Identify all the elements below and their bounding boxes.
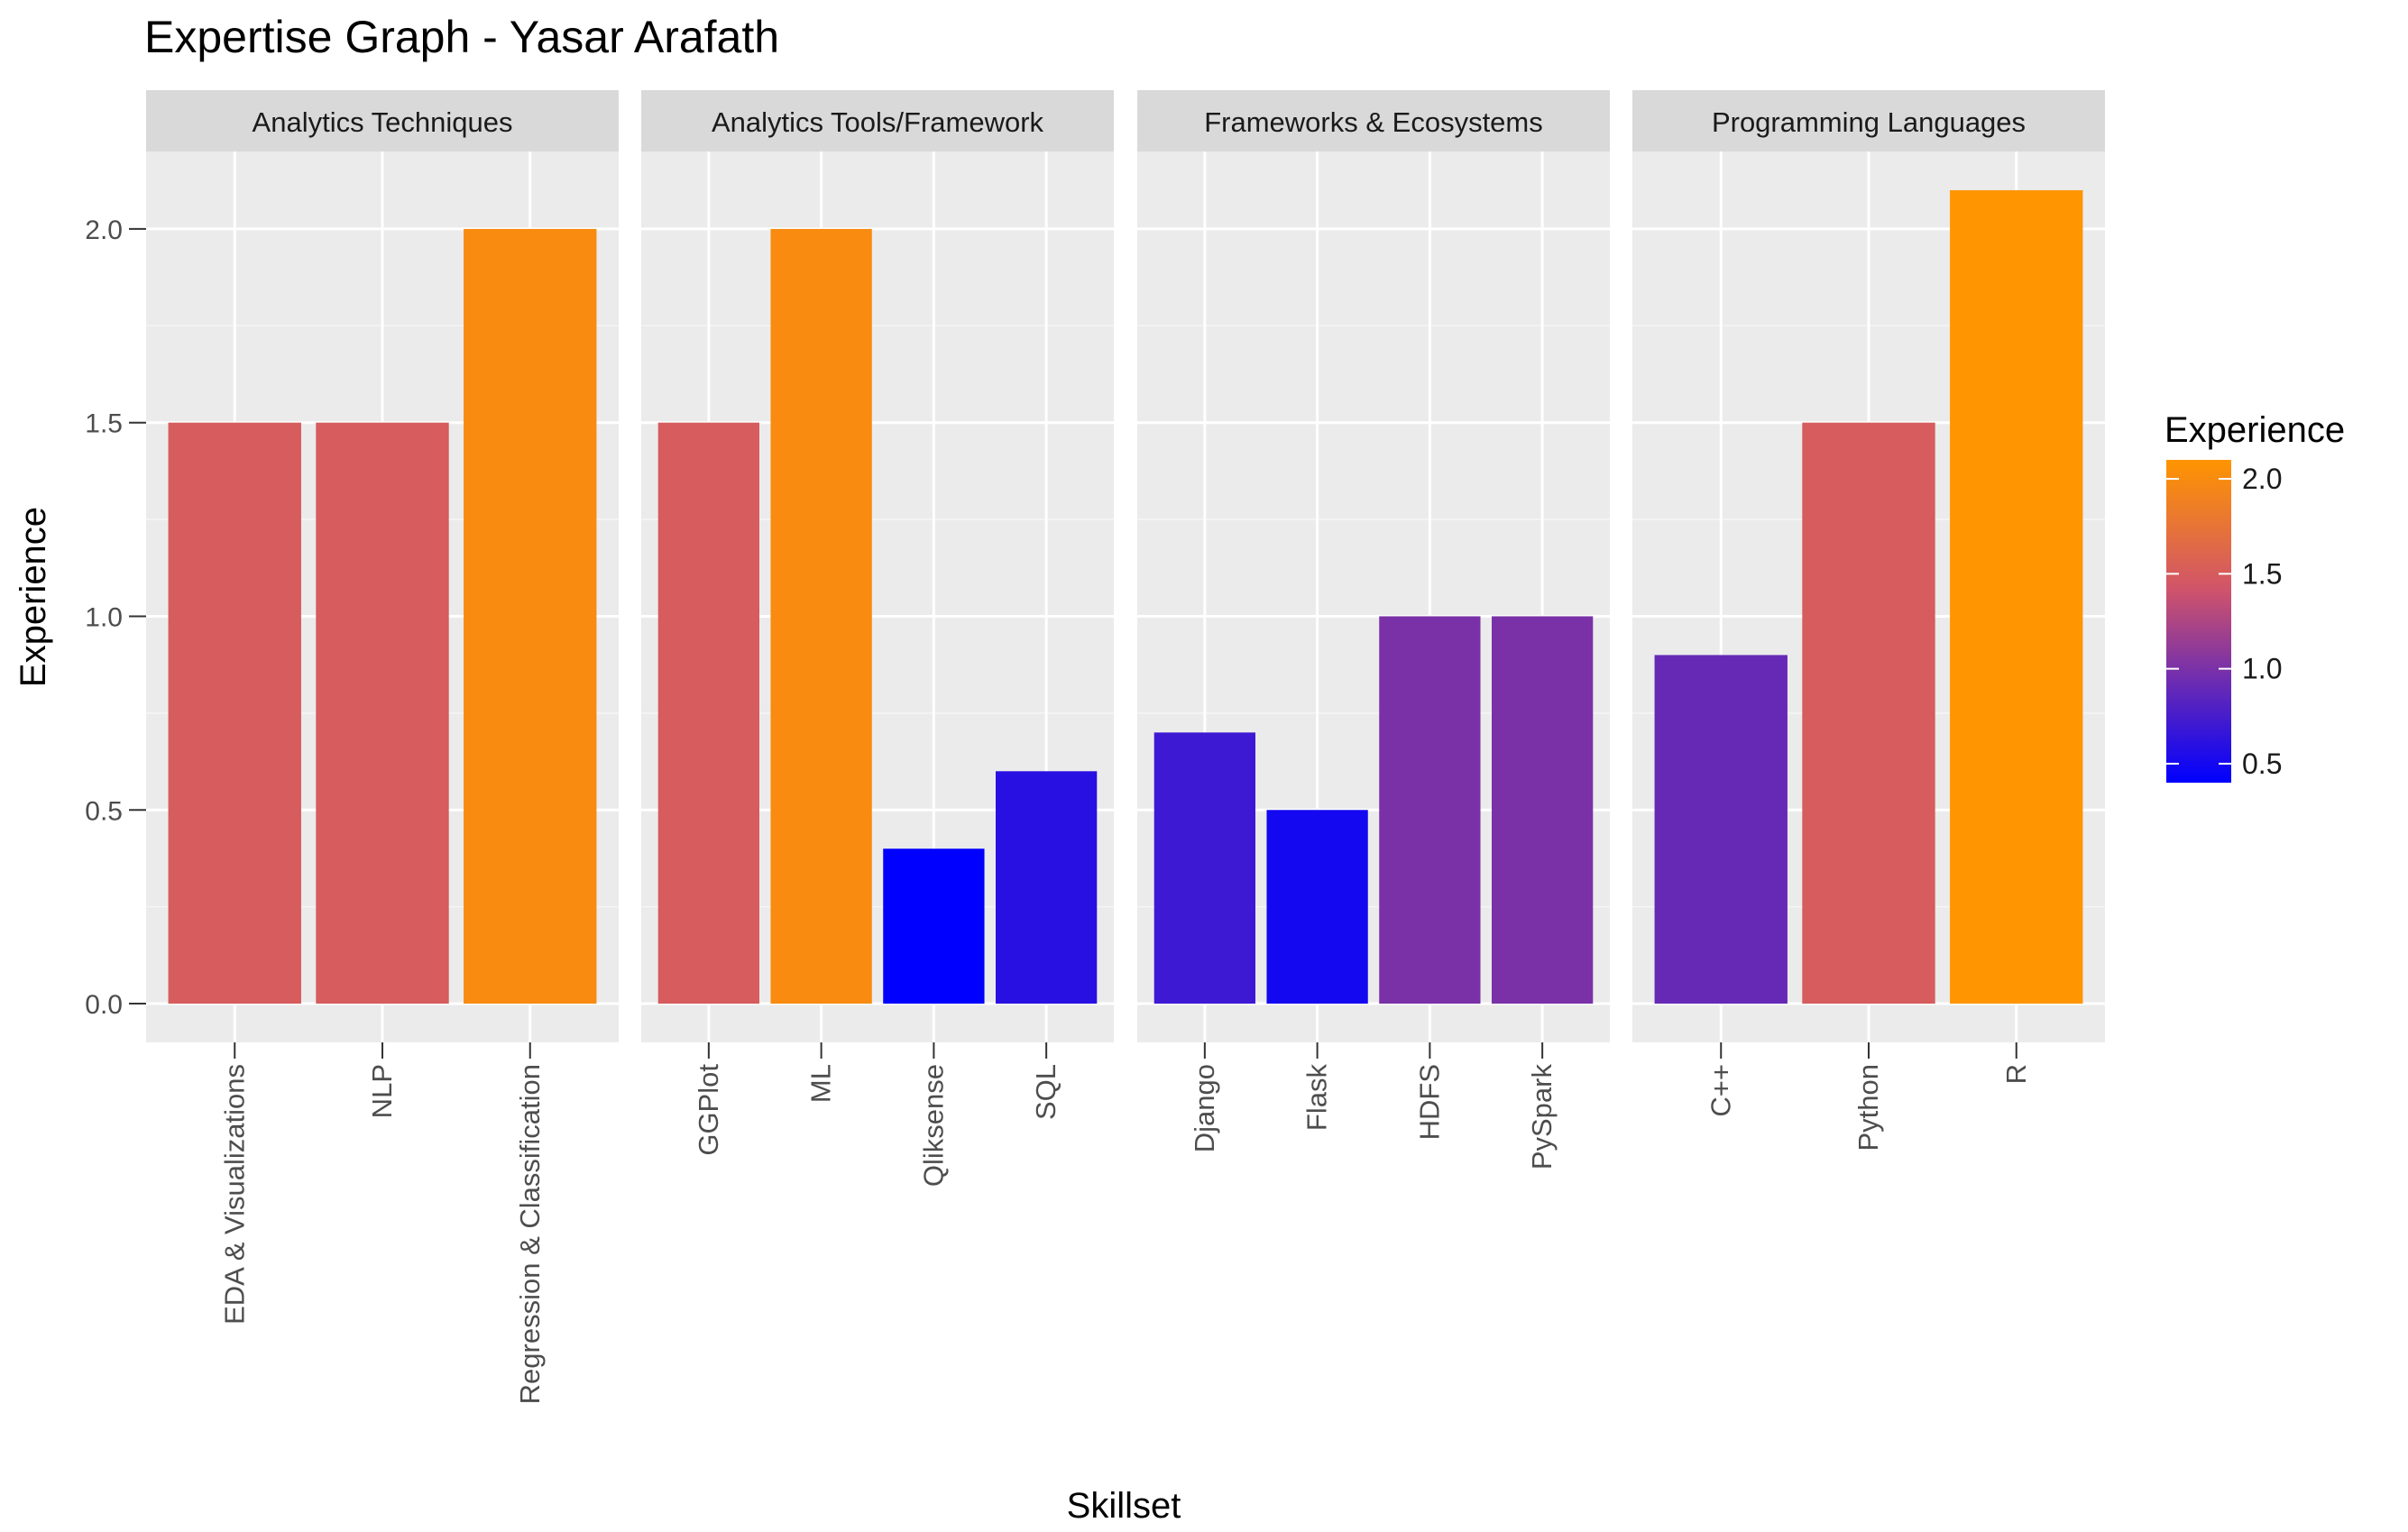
x-tick-label: Django xyxy=(1189,1064,1220,1152)
bar xyxy=(316,422,449,1005)
facet-strip xyxy=(146,90,619,151)
y-tick-label: 0.5 xyxy=(85,796,123,826)
bar xyxy=(1802,422,1935,1005)
bar xyxy=(1266,810,1368,1005)
x-tick-label: PySpark xyxy=(1526,1064,1558,1170)
x-tick-label: Flask xyxy=(1301,1064,1333,1132)
x-tick-label: HDFS xyxy=(1413,1064,1445,1140)
chart-title: Expertise Graph - Yasar Arafath xyxy=(144,12,779,62)
facet-strip xyxy=(1632,90,2105,151)
bar xyxy=(1950,189,2083,1005)
bar xyxy=(1654,655,1788,1005)
bar xyxy=(168,422,301,1005)
legend-tick-label: 0.5 xyxy=(2242,748,2282,780)
y-tick-label: 0.0 xyxy=(85,990,123,1020)
x-tick-label: Qliksense xyxy=(917,1064,949,1187)
bar xyxy=(770,228,872,1005)
x-axis-title: Skillset xyxy=(1067,1486,1181,1526)
bar xyxy=(1153,732,1255,1005)
x-tick-label: R xyxy=(2000,1064,2032,1084)
x-tick-label: EDA & Visualizations xyxy=(218,1064,250,1325)
x-tick-label: ML xyxy=(805,1064,837,1103)
facet-strip xyxy=(641,90,1114,151)
bar xyxy=(1492,616,1594,1005)
bar xyxy=(996,771,1098,1005)
legend-title: Experience xyxy=(2164,410,2345,450)
x-tick-label: Python xyxy=(1852,1064,1884,1151)
bar xyxy=(464,228,597,1005)
x-tick-label: SQL xyxy=(1030,1064,1062,1120)
x-tick-label: Regression & Classification xyxy=(514,1064,546,1404)
legend-tick-label: 1.5 xyxy=(2242,557,2282,590)
x-tick-label: C++ xyxy=(1705,1064,1736,1117)
x-tick-label: GGPlot xyxy=(693,1064,724,1156)
legend-colorbar xyxy=(2166,460,2231,783)
bar xyxy=(1379,616,1481,1005)
facet-label: Programming Languages xyxy=(1712,106,2026,138)
facet-label: Analytics Tools/Framework xyxy=(712,106,1044,138)
facet-strip xyxy=(1137,90,1610,151)
y-tick-label: 1.0 xyxy=(85,602,123,632)
x-tick-label: NLP xyxy=(366,1064,398,1118)
facet-label: Frameworks & Ecosystems xyxy=(1204,106,1543,138)
legend-tick-label: 1.0 xyxy=(2242,653,2282,685)
y-tick-label: 1.5 xyxy=(85,409,123,439)
y-tick-label: 2.0 xyxy=(85,216,123,245)
facet-label: Analytics Techniques xyxy=(253,106,513,138)
y-axis-title: Experience xyxy=(14,507,53,687)
legend-tick-label: 2.0 xyxy=(2242,463,2282,495)
bar xyxy=(657,422,759,1005)
bar xyxy=(883,849,985,1005)
